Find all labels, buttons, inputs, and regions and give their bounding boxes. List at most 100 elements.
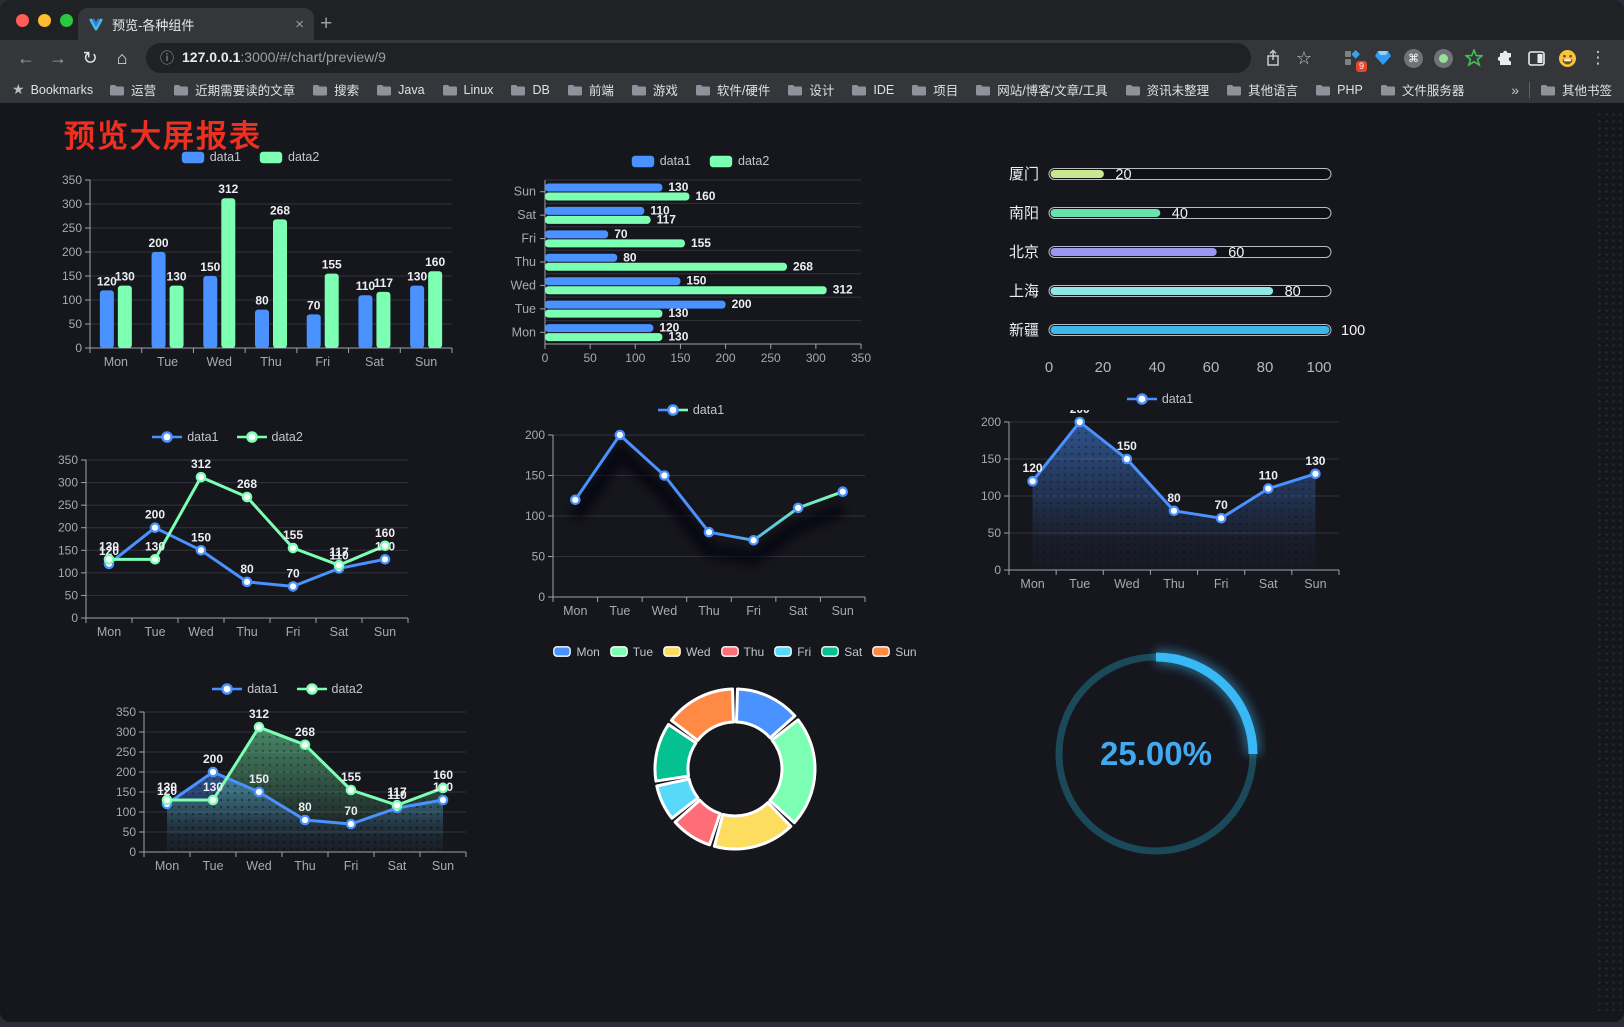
svg-text:350: 350 xyxy=(62,173,82,187)
bookmark-folder[interactable]: 软件/硬件 xyxy=(695,80,770,99)
legend-item[interactable]: Fri xyxy=(774,645,811,659)
legend-item[interactable]: data1 xyxy=(1126,392,1193,406)
bookmark-folder[interactable]: Java xyxy=(376,83,425,97)
svg-text:200: 200 xyxy=(58,521,78,535)
close-window-button[interactable] xyxy=(16,14,29,27)
other-bookmarks-label: 其他书签 xyxy=(1561,84,1612,98)
folder-icon xyxy=(174,84,189,95)
legend-item[interactable]: data1 xyxy=(152,430,219,444)
bookmark-folder[interactable]: 游戏 xyxy=(631,80,678,99)
side-panel-icon[interactable] xyxy=(1526,48,1546,68)
green-star-icon[interactable] xyxy=(1464,48,1484,68)
svg-text:70: 70 xyxy=(1214,498,1228,512)
svg-text:Fri: Fri xyxy=(746,604,761,618)
legend-item[interactable]: data2 xyxy=(236,430,303,444)
emoji-icon[interactable] xyxy=(1557,48,1577,68)
legend-item[interactable]: Mon xyxy=(553,645,600,659)
svg-text:Wed: Wed xyxy=(207,355,233,366)
bookmark-folder[interactable]: DB xyxy=(510,83,550,97)
share-icon[interactable] xyxy=(1263,48,1283,68)
bookmarks-label[interactable]: Bookmarks xyxy=(30,82,94,97)
svg-text:100: 100 xyxy=(116,805,136,819)
folder-icon xyxy=(912,84,927,95)
bookmark-folder[interactable]: PHP xyxy=(1315,83,1363,97)
bookmark-star-icon[interactable]: ☆ xyxy=(1295,47,1313,68)
record-circle-icon[interactable] xyxy=(1434,48,1453,68)
bookmark-folder[interactable]: IDE xyxy=(851,83,894,97)
bookmark-folder[interactable]: 搜索 xyxy=(312,80,359,99)
svg-text:110: 110 xyxy=(387,788,407,802)
svg-text:Sun: Sun xyxy=(832,604,854,618)
chart-horizontal-bar: data1 data2 Sun Sat Fri Thu Wed Tue Mon 0 50 100 150… xyxy=(505,150,895,370)
bookmark-folder[interactable]: Linux xyxy=(442,83,493,97)
browser-tab[interactable]: 预览-各种组件 × xyxy=(78,8,314,40)
reload-icon[interactable]: ↻ xyxy=(82,47,98,68)
bookmarks-manager-star-icon[interactable]: ★ xyxy=(12,81,25,97)
folder-icon xyxy=(1125,84,1140,95)
zoom-window-button[interactable] xyxy=(60,14,73,27)
legend-item[interactable]: Thu xyxy=(720,645,764,659)
svg-text:Thu: Thu xyxy=(294,859,316,873)
svg-text:Sun: Sun xyxy=(432,859,454,873)
svg-text:200: 200 xyxy=(525,428,545,442)
other-bookmarks-folder[interactable]: 其他书签 xyxy=(1540,80,1612,99)
svg-text:350: 350 xyxy=(58,453,78,467)
legend-item[interactable]: data2 xyxy=(709,154,769,168)
minimize-window-button[interactable] xyxy=(38,14,51,27)
bookmark-folder[interactable]: 项目 xyxy=(911,80,958,99)
new-tab-button[interactable]: + xyxy=(320,12,333,35)
svg-text:70: 70 xyxy=(286,566,300,580)
legend-item[interactable]: data1 xyxy=(631,154,691,168)
forward-icon[interactable]: → xyxy=(49,47,67,68)
legend-item[interactable]: data1 xyxy=(181,150,241,164)
svg-text:110: 110 xyxy=(1259,469,1279,483)
legend-item[interactable]: data2 xyxy=(296,682,363,696)
back-icon[interactable]: ← xyxy=(17,47,35,68)
bookmark-folder[interactable]: 前端 xyxy=(567,80,614,99)
legend-item[interactable]: Sat xyxy=(821,645,862,659)
bookmark-folder[interactable]: 近期需要读的文章 xyxy=(173,80,295,99)
address-bar[interactable]: ⓘ 127.0.0.1:3000/#/chart/preview/9 xyxy=(146,43,1251,73)
legend-item[interactable]: data2 xyxy=(259,150,319,164)
bookmark-folder[interactable]: 文件服务器 xyxy=(1380,80,1464,99)
command-circle-icon[interactable]: ⌘ xyxy=(1404,48,1423,68)
bookmarks-bar: ★ Bookmarks 运营 近期需要读的文章 搜索 Java Linux DB 前端 游戏软… xyxy=(0,76,1624,103)
svg-text:厦门: 厦门 xyxy=(1009,166,1039,183)
svg-text:312: 312 xyxy=(218,182,238,196)
legend-item[interactable]: Wed xyxy=(663,645,711,659)
svg-text:0: 0 xyxy=(538,590,545,604)
svg-text:130: 130 xyxy=(668,330,688,344)
home-icon[interactable]: ⌂ xyxy=(116,47,128,68)
svg-text:200: 200 xyxy=(203,752,223,766)
extension-grid-icon[interactable]: 9 xyxy=(1342,48,1367,72)
legend-item[interactable]: data1 xyxy=(657,403,724,417)
legend-item[interactable]: data1 xyxy=(212,682,279,696)
svg-text:100: 100 xyxy=(625,351,645,365)
svg-text:新疆: 新疆 xyxy=(1009,322,1039,339)
tab-close-icon[interactable]: × xyxy=(295,15,304,33)
svg-text:120: 120 xyxy=(659,321,679,335)
legend-item[interactable]: Sun xyxy=(872,645,917,659)
bookmark-folder[interactable]: 资讯未整理 xyxy=(1125,80,1209,99)
bookmark-folder[interactable]: 运营 xyxy=(109,80,156,99)
svg-text:Wed: Wed xyxy=(511,278,537,292)
bookmark-folder[interactable]: 其他语言 xyxy=(1226,80,1298,99)
svg-text:268: 268 xyxy=(237,477,257,491)
chart-gauge: 25.00% xyxy=(1046,642,1266,870)
svg-text:80: 80 xyxy=(255,294,269,308)
puzzle-icon[interactable] xyxy=(1495,48,1515,68)
svg-text:150: 150 xyxy=(200,260,220,274)
svg-text:Mon: Mon xyxy=(97,625,121,636)
bookmarks-overflow-chevron[interactable]: » xyxy=(1511,81,1519,98)
gem-icon[interactable] xyxy=(1373,48,1393,68)
svg-text:120: 120 xyxy=(99,544,119,558)
svg-text:上海: 上海 xyxy=(1009,283,1039,300)
chart-legend: data1 xyxy=(965,388,1355,410)
bookmark-folder[interactable]: 网站/博客/文章/工具 xyxy=(975,80,1108,99)
legend-item[interactable]: Tue xyxy=(609,645,653,659)
site-info-icon[interactable]: ⓘ xyxy=(160,50,174,66)
bookmark-folder[interactable]: 设计 xyxy=(787,80,834,99)
menu-dots-icon[interactable]: ⋮ xyxy=(1589,48,1607,67)
svg-text:100: 100 xyxy=(981,489,1001,503)
svg-text:70: 70 xyxy=(307,298,321,312)
